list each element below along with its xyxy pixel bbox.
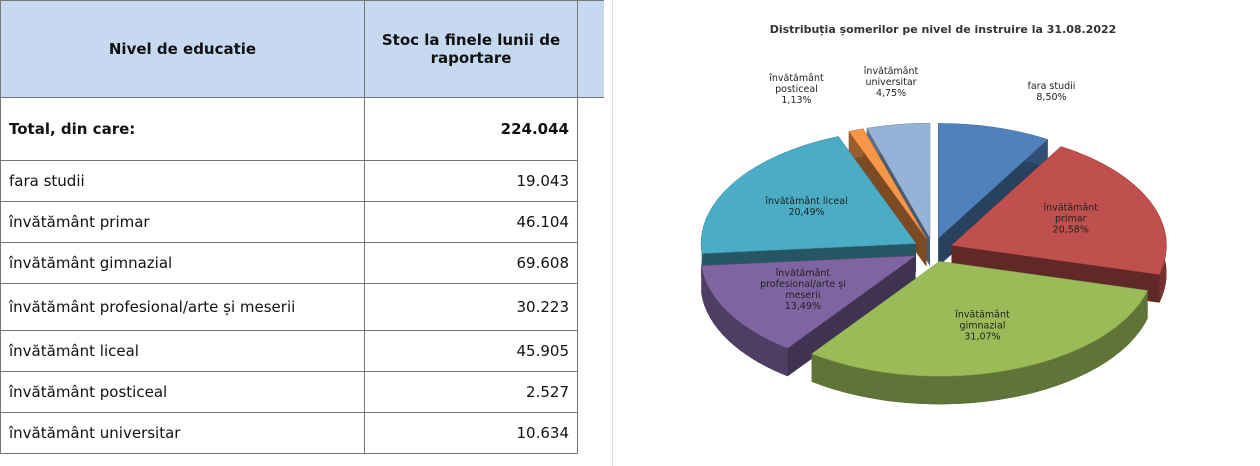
slice-value: 4,75% bbox=[875, 88, 907, 100]
slice-value: 20,58% bbox=[1052, 224, 1089, 236]
slice-label: învătământ profesional/arte și meserii 13… bbox=[759, 268, 847, 312]
slice-value: 1,13% bbox=[781, 95, 812, 107]
slice bbox=[950, 146, 1167, 275]
pie-chart: Distribuția șomerilor pe nivel de instru… bbox=[700, 23, 1167, 405]
slice bbox=[866, 122, 931, 240]
header-cell-empty bbox=[577, 0, 604, 98]
table-row: învătământ universitar 10.634 bbox=[0, 412, 604, 454]
table-row: învătământ liceal 45.905 bbox=[0, 330, 604, 372]
empty-cell bbox=[577, 412, 604, 454]
slice-value: 31,07% bbox=[964, 331, 1001, 343]
table-row: învătământ primar 46.104 bbox=[0, 201, 604, 243]
value-cell: 30.223 bbox=[364, 283, 578, 331]
header-cell: Stoc la finele lunii de raportare bbox=[364, 0, 578, 98]
slice bbox=[938, 123, 1049, 239]
slice-label: învătământ posticeal 1,13% bbox=[752, 73, 840, 106]
slice-side bbox=[811, 290, 1148, 405]
slice bbox=[700, 136, 917, 254]
slice-category: învătământ liceal bbox=[765, 196, 848, 208]
label-cell: învătământ liceal bbox=[0, 330, 365, 372]
empty-cell bbox=[577, 283, 604, 331]
slice-value: 13,49% bbox=[784, 300, 822, 312]
slice-value: 8,50% bbox=[1036, 92, 1067, 104]
slice-value: 20,49% bbox=[788, 207, 825, 219]
value-cell: 224.044 bbox=[364, 97, 578, 161]
slice-category: învătământ gimnazial bbox=[955, 309, 1010, 332]
value-cell: 45.905 bbox=[364, 330, 578, 372]
slice-wall bbox=[787, 255, 916, 377]
data-table: Nivel de educatie Stoc la finele lunii d… bbox=[0, 0, 604, 454]
value-cell: 10.634 bbox=[364, 412, 578, 454]
value-cell: 69.608 bbox=[364, 242, 578, 284]
value-cell: 2.527 bbox=[364, 371, 578, 413]
label-cell: învătământ universitar bbox=[0, 412, 365, 454]
slice-category: fara studii bbox=[1027, 81, 1076, 93]
slice-label: învătământ liceal 20,49% bbox=[763, 196, 851, 218]
slice-category: învătământ primar bbox=[1043, 202, 1099, 225]
empty-cell bbox=[577, 371, 604, 413]
table-row: învătământ gimnazial 69.608 bbox=[0, 242, 604, 284]
slice-side bbox=[701, 265, 788, 377]
slice-label: învătământ gimnazial 31,07% bbox=[938, 310, 1026, 343]
table-row: învătământ posticeal 2.527 bbox=[0, 371, 604, 413]
slice-category: învătământ universitar bbox=[863, 66, 919, 89]
empty-cell bbox=[577, 242, 604, 284]
slice-label: învătământ primar 20,58% bbox=[1027, 203, 1115, 236]
label-cell: învătământ primar bbox=[0, 201, 365, 243]
table-row: fara studii 19.043 bbox=[0, 160, 604, 202]
slice bbox=[701, 255, 917, 349]
value-cell: 46.104 bbox=[364, 201, 578, 243]
table-row: Total, din care: 224.044 bbox=[0, 97, 604, 161]
empty-cell bbox=[577, 160, 604, 202]
table-row: învătământ profesional/arte și meserii 30… bbox=[0, 283, 604, 331]
slice-label: fara studii 8,50% bbox=[1007, 81, 1095, 103]
slice-category: învătământ profesional/arte și meserii bbox=[760, 267, 846, 301]
label-cell: învătământ profesional/arte și meserii bbox=[0, 283, 365, 331]
chart: Distribuția șomerilor pe nivel de instru… bbox=[612, 0, 1260, 466]
label-cell: fara studii bbox=[0, 160, 365, 202]
slice bbox=[811, 261, 1149, 377]
chart-title: Distribuția șomerilor pe nivel de instru… bbox=[770, 23, 1117, 36]
label-cell: învătământ gimnazial bbox=[0, 242, 365, 284]
slice-category: învătământ posticeal bbox=[769, 73, 824, 96]
value-cell: 19.043 bbox=[364, 160, 578, 202]
empty-cell bbox=[577, 330, 604, 372]
label-cell: învătământ posticeal bbox=[0, 371, 365, 413]
slice-label: învătământ universitar 4,75% bbox=[847, 66, 935, 99]
header-row: Nivel de educatie Stoc la finele lunii d… bbox=[0, 0, 604, 98]
slice bbox=[848, 128, 927, 239]
empty-cell bbox=[577, 97, 604, 161]
empty-cell bbox=[577, 201, 604, 243]
header-cell: Nivel de educatie bbox=[0, 0, 365, 98]
label-cell: Total, din care: bbox=[0, 97, 365, 161]
